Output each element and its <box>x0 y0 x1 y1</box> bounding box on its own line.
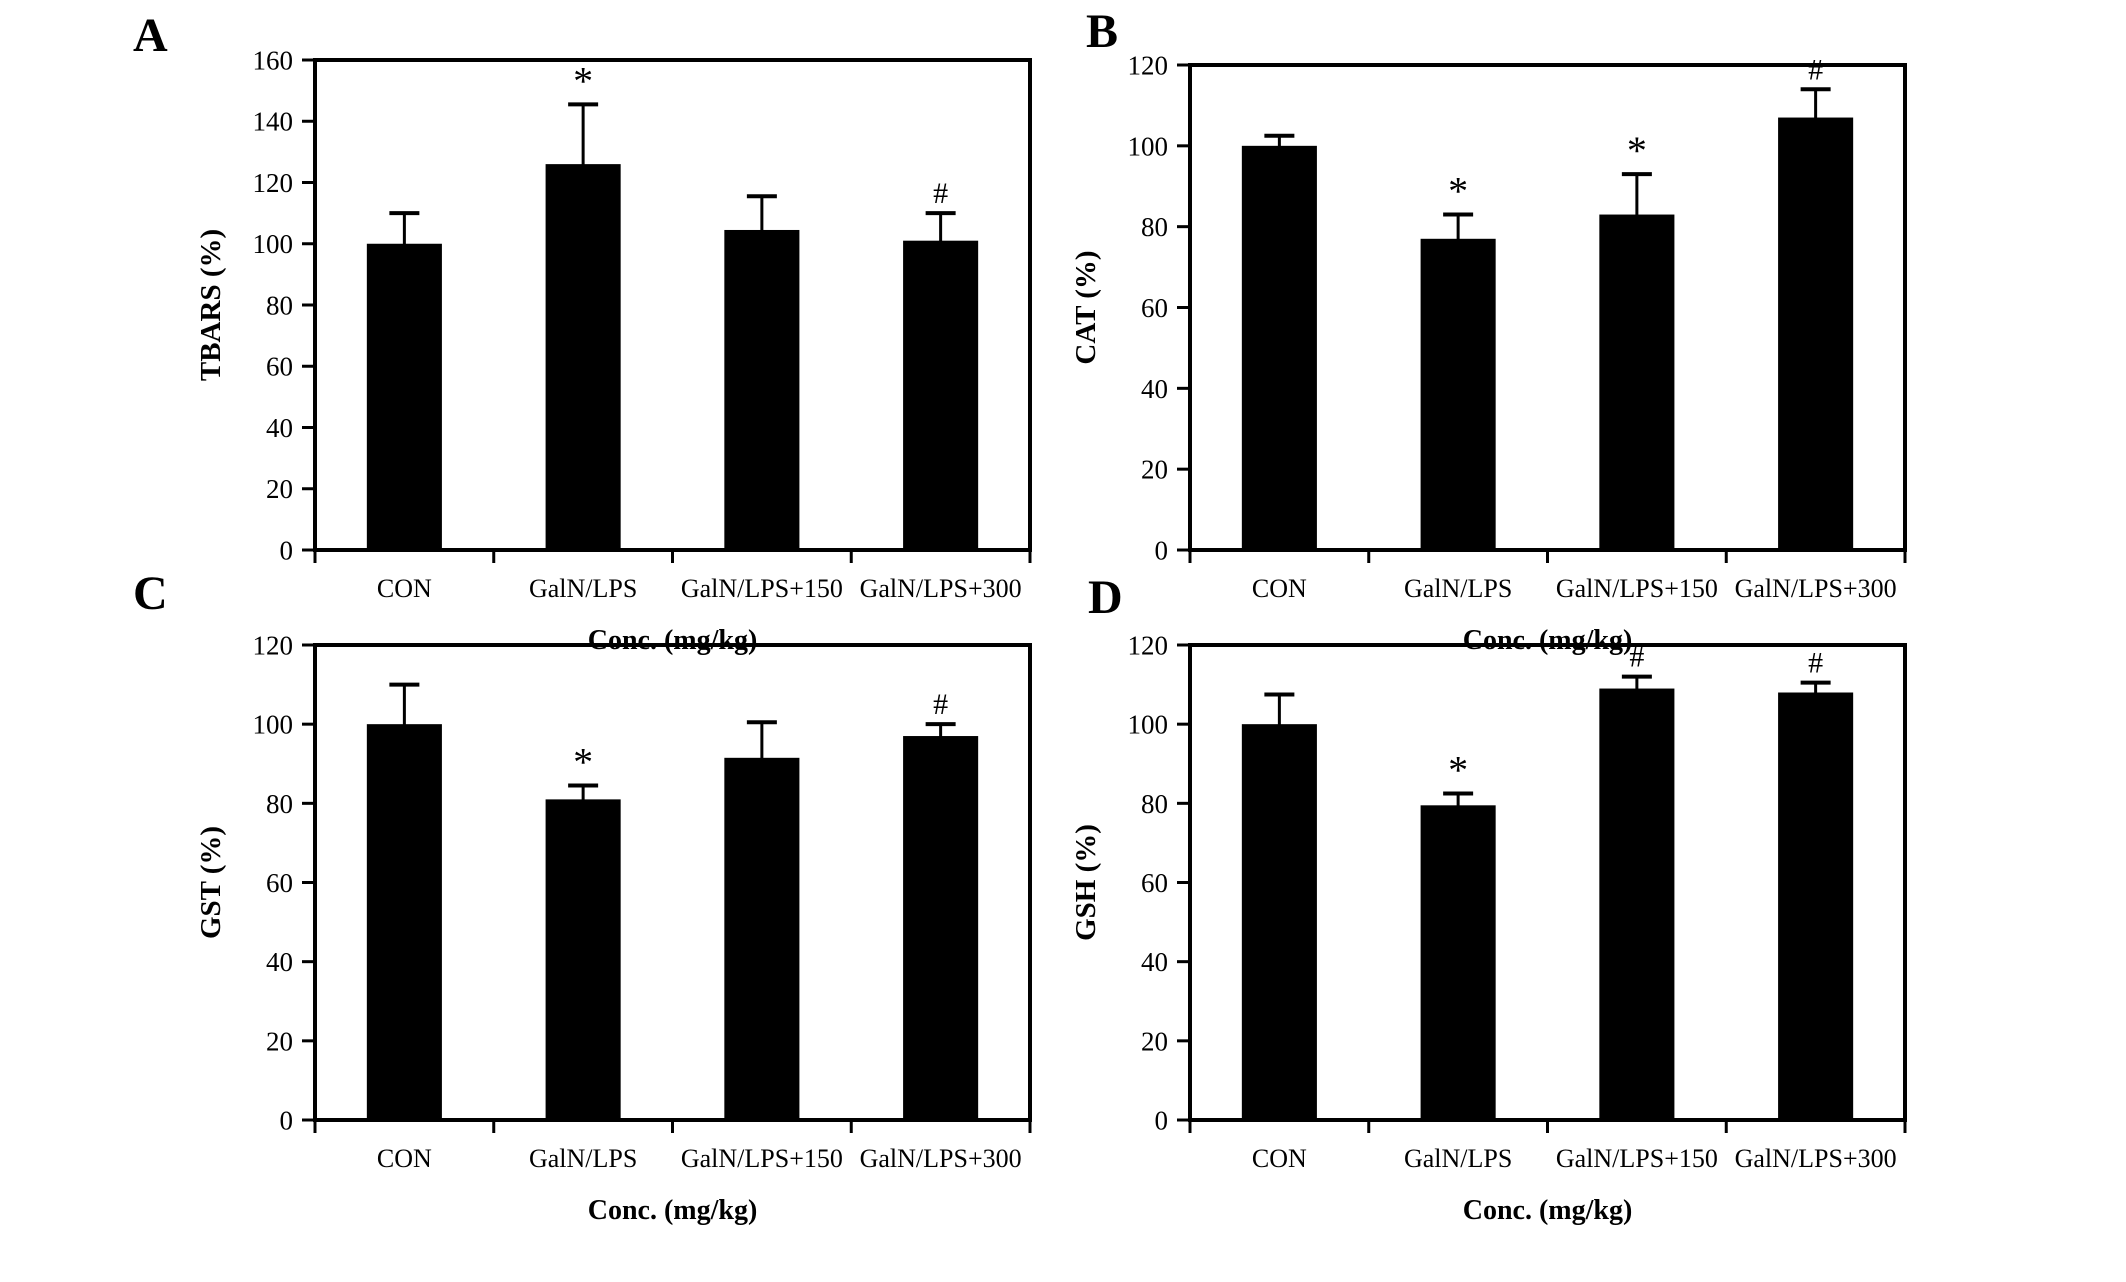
y-axis-title: GST (%) <box>195 826 227 939</box>
bar-GalN/LPS+300 <box>1778 117 1854 551</box>
y-tick-label: 80 <box>266 789 293 819</box>
x-category-label: CON <box>1252 1144 1307 1173</box>
sig-marker: # <box>1629 641 1644 674</box>
y-tick-label: 100 <box>1128 131 1169 161</box>
y-tick-label: 100 <box>1128 710 1169 740</box>
y-tick-label: 40 <box>1141 947 1168 977</box>
y-tick-label: 40 <box>266 947 293 977</box>
x-axis-title: Conc. (mg/kg) <box>588 1195 758 1226</box>
sig-marker: * <box>573 740 593 785</box>
x-axis-title: Conc. (mg/kg) <box>1463 1195 1633 1226</box>
x-category-label: CON <box>377 574 432 603</box>
x-axis-title: Conc. (mg/kg) <box>588 625 758 656</box>
y-tick-label: 20 <box>1141 1026 1168 1056</box>
y-tick-label: 80 <box>1141 212 1168 242</box>
bar-GalN/LPS+300 <box>903 736 979 1120</box>
bar-GalN/LPS+300 <box>1778 692 1854 1120</box>
y-tick-label: 0 <box>1155 1105 1169 1135</box>
y-axis-title: TBARS (%) <box>195 229 227 381</box>
x-category-label: GalN/LPS <box>1404 1144 1512 1173</box>
bar-GalN/LPS <box>1420 238 1496 550</box>
y-tick-label: 80 <box>1141 789 1168 819</box>
y-tick-label: 60 <box>1141 293 1168 323</box>
bar-GalN/LPS+150 <box>1599 688 1675 1120</box>
x-category-label: GalN/LPS+300 <box>860 1144 1022 1173</box>
bar-GalN/LPS+150 <box>724 229 800 550</box>
y-tick-label: 20 <box>1141 455 1168 485</box>
x-category-label: GalN/LPS+150 <box>1556 1144 1718 1173</box>
sig-marker: * <box>1627 128 1647 173</box>
x-axis-title: Conc. (mg/kg) <box>1463 625 1633 656</box>
sig-marker: # <box>1808 53 1823 86</box>
x-category-label: GalN/LPS+150 <box>681 1144 843 1173</box>
y-tick-label: 100 <box>253 710 294 740</box>
x-category-label: GalN/LPS+300 <box>1735 1144 1897 1173</box>
y-tick-label: 140 <box>253 107 294 137</box>
bar-GalN/LPS+150 <box>1599 214 1675 550</box>
sig-marker: * <box>1448 169 1468 214</box>
x-category-label: GalN/LPS+300 <box>860 574 1022 603</box>
y-tick-label: 60 <box>266 868 293 898</box>
x-category-label: GalN/LPS+150 <box>1556 574 1718 603</box>
bar-GalN/LPS+300 <box>903 240 979 550</box>
x-category-label: GalN/LPS <box>529 574 637 603</box>
x-category-label: GalN/LPS <box>1404 574 1512 603</box>
panel-label-A: A <box>133 9 168 62</box>
y-tick-label: 120 <box>253 168 294 198</box>
y-tick-label: 80 <box>266 290 293 320</box>
y-axis-title: GSH (%) <box>1070 824 1102 941</box>
y-tick-label: 20 <box>266 1026 293 1056</box>
y-tick-label: 40 <box>266 413 293 443</box>
y-tick-label: 40 <box>1141 374 1168 404</box>
sig-marker: # <box>933 688 948 721</box>
bar-GalN/LPS+150 <box>724 757 800 1120</box>
y-tick-label: 120 <box>1128 630 1169 660</box>
panel-label-C: C <box>133 567 168 620</box>
panel-label-D: D <box>1088 571 1123 624</box>
sig-marker: # <box>933 177 948 210</box>
x-category-label: GalN/LPS <box>529 1144 637 1173</box>
x-category-label: GalN/LPS+150 <box>681 574 843 603</box>
bar-GalN/LPS <box>545 164 621 550</box>
x-category-label: GalN/LPS+300 <box>1735 574 1897 603</box>
y-tick-label: 20 <box>266 474 293 504</box>
y-tick-label: 120 <box>253 630 294 660</box>
y-tick-label: 120 <box>1128 50 1169 80</box>
x-category-label: CON <box>377 1144 432 1173</box>
y-tick-label: 160 <box>253 45 294 75</box>
y-tick-label: 0 <box>280 1105 294 1135</box>
y-tick-label: 60 <box>266 352 293 382</box>
y-axis-title: CAT (%) <box>1070 250 1102 364</box>
sig-marker: # <box>1808 647 1823 680</box>
y-tick-label: 100 <box>253 229 294 259</box>
panel-label-B: B <box>1086 5 1119 58</box>
bar-CON <box>366 243 442 550</box>
bar-GalN/LPS <box>1420 805 1496 1120</box>
bar-CON <box>366 724 442 1120</box>
y-tick-label: 0 <box>1155 535 1169 565</box>
bar-CON <box>1241 724 1317 1120</box>
y-tick-label: 60 <box>1141 868 1168 898</box>
x-category-label: CON <box>1252 574 1307 603</box>
bar-GalN/LPS <box>545 799 621 1120</box>
sig-marker: * <box>573 58 593 103</box>
bar-CON <box>1241 145 1317 551</box>
y-tick-label: 0 <box>280 535 294 565</box>
sig-marker: * <box>1448 747 1468 792</box>
